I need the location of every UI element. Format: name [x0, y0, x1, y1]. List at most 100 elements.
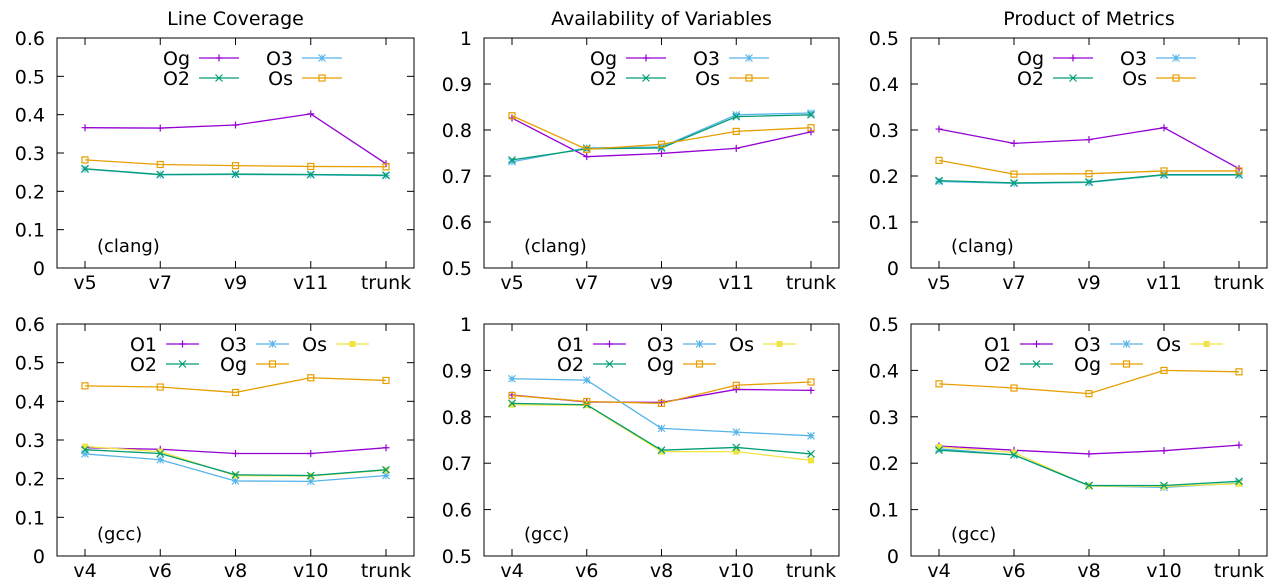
- y-tick-label: 0.2: [15, 469, 45, 491]
- data-point: [1160, 366, 1168, 374]
- y-tick-label: 0.3: [869, 120, 899, 142]
- x-tick-label: v5: [73, 272, 96, 294]
- y-tick-label: 0.4: [15, 391, 45, 413]
- legend-label: O2: [557, 354, 584, 376]
- series-O2: [81, 445, 390, 480]
- data-point: [306, 477, 315, 486]
- y-tick-label: 0.5: [442, 546, 472, 568]
- y-tick-label: 0.1: [869, 500, 899, 522]
- data-point: [1085, 170, 1093, 178]
- legend-label: O3: [693, 48, 720, 70]
- y-tick-label: 0.1: [15, 507, 45, 529]
- data-point: [1161, 483, 1167, 490]
- y-tick-label: 0: [33, 546, 45, 568]
- x-tick-label: v9: [1077, 272, 1100, 294]
- series-line: [938, 159, 1239, 175]
- legend-label: Og: [1017, 48, 1044, 70]
- x-tick-label: trunk: [361, 272, 411, 294]
- x-tick-label: v6: [575, 560, 598, 581]
- legend-sample-marker: [179, 340, 186, 348]
- chart-panel-2: Availability of Variables 0.5 0.6 0.7 0.8 0.9…: [442, 8, 840, 294]
- y-tick-label: 0.9: [442, 360, 472, 382]
- data-point: [807, 378, 815, 386]
- data-point: [508, 399, 516, 408]
- data-point: [1010, 450, 1018, 459]
- y-tick-label: 1: [460, 28, 472, 50]
- data-point: [807, 124, 815, 132]
- legend-label: O2: [984, 354, 1011, 376]
- legend-sample-marker: [745, 54, 753, 62]
- series-line: [84, 113, 387, 165]
- data-point: [657, 144, 666, 152]
- data-point: [807, 386, 815, 394]
- data-point: [232, 450, 239, 458]
- series-line: [84, 159, 387, 168]
- data-point: [1010, 178, 1018, 187]
- x-tick-label: v5: [500, 272, 523, 294]
- series-Os: [509, 401, 814, 464]
- data-point: [1085, 390, 1093, 398]
- data-point: [1160, 447, 1168, 455]
- y-tick-label: 0.8: [442, 407, 472, 429]
- data-point: [231, 170, 240, 179]
- y-tick-label: 0.5: [869, 28, 899, 50]
- legend-label: O3: [220, 334, 247, 356]
- data-point: [582, 376, 591, 385]
- legend-label: Og: [1074, 354, 1101, 376]
- x-tick-label: v7: [149, 272, 172, 294]
- legend: Og O3 O2 Os: [163, 48, 342, 90]
- data-point: [657, 424, 666, 433]
- y-tick-label: 0.4: [869, 360, 899, 382]
- data-point: [382, 465, 390, 474]
- legend-sample-marker: [745, 74, 753, 82]
- data-point: [657, 140, 666, 148]
- compiler-note: (gcc): [951, 524, 996, 545]
- data-point: [508, 112, 516, 120]
- legend-sample-marker: [318, 54, 326, 62]
- legend-sample-marker: [606, 340, 613, 348]
- y-tick-label: 0.3: [15, 430, 45, 452]
- legend-sample-marker: [776, 341, 783, 347]
- legend-sample-marker: [1172, 54, 1180, 62]
- y-tick-label: 0.1: [869, 212, 899, 234]
- y-tick-label: 0.9: [442, 74, 472, 96]
- series-Og: [508, 114, 815, 161]
- y-tick-label: 0.6: [15, 28, 45, 50]
- data-point: [509, 401, 515, 408]
- y-tick-label: 0.2: [869, 453, 899, 475]
- y-tick-label: 0.6: [442, 500, 472, 522]
- x-tick-label: v9: [650, 272, 673, 294]
- x-tick-label: v8: [224, 560, 247, 581]
- legend-label: Og: [220, 354, 247, 376]
- data-point: [936, 443, 942, 450]
- y-tick-label: 0.6: [442, 212, 472, 234]
- series-O2: [935, 446, 1243, 490]
- data-point: [382, 444, 390, 452]
- legend-sample-marker: [695, 360, 704, 368]
- data-point: [733, 448, 740, 455]
- y-tick-label: 0.6: [15, 314, 45, 336]
- y-tick-label: 0.8: [442, 120, 472, 142]
- legend-label: O3: [647, 334, 674, 356]
- legend-sample-marker: [1069, 54, 1077, 62]
- plot-frame: [910, 37, 1268, 269]
- legend-sample-marker: [1203, 341, 1210, 347]
- series-line: [938, 127, 1240, 170]
- y-tick-label: 0.2: [15, 181, 45, 203]
- chart-panel-5: 0.5 0.6 0.7 0.8 0.9 1 v4 v6 v8 v10 trunk O1 O3 Os O2 Og…: [442, 314, 840, 581]
- legend: Og O3 O2 Os: [590, 48, 769, 90]
- compiler-note: (gcc): [524, 524, 569, 545]
- legend-label: Os: [1156, 334, 1181, 356]
- legend-label: O2: [1017, 68, 1044, 90]
- data-point: [935, 446, 943, 455]
- data-point: [732, 127, 740, 135]
- data-point: [508, 391, 516, 400]
- data-point: [732, 428, 741, 437]
- data-point: [1235, 441, 1243, 449]
- legend-sample-marker: [268, 340, 277, 348]
- legend-label: O2: [130, 354, 157, 376]
- data-point: [1085, 450, 1093, 458]
- data-point: [583, 397, 591, 406]
